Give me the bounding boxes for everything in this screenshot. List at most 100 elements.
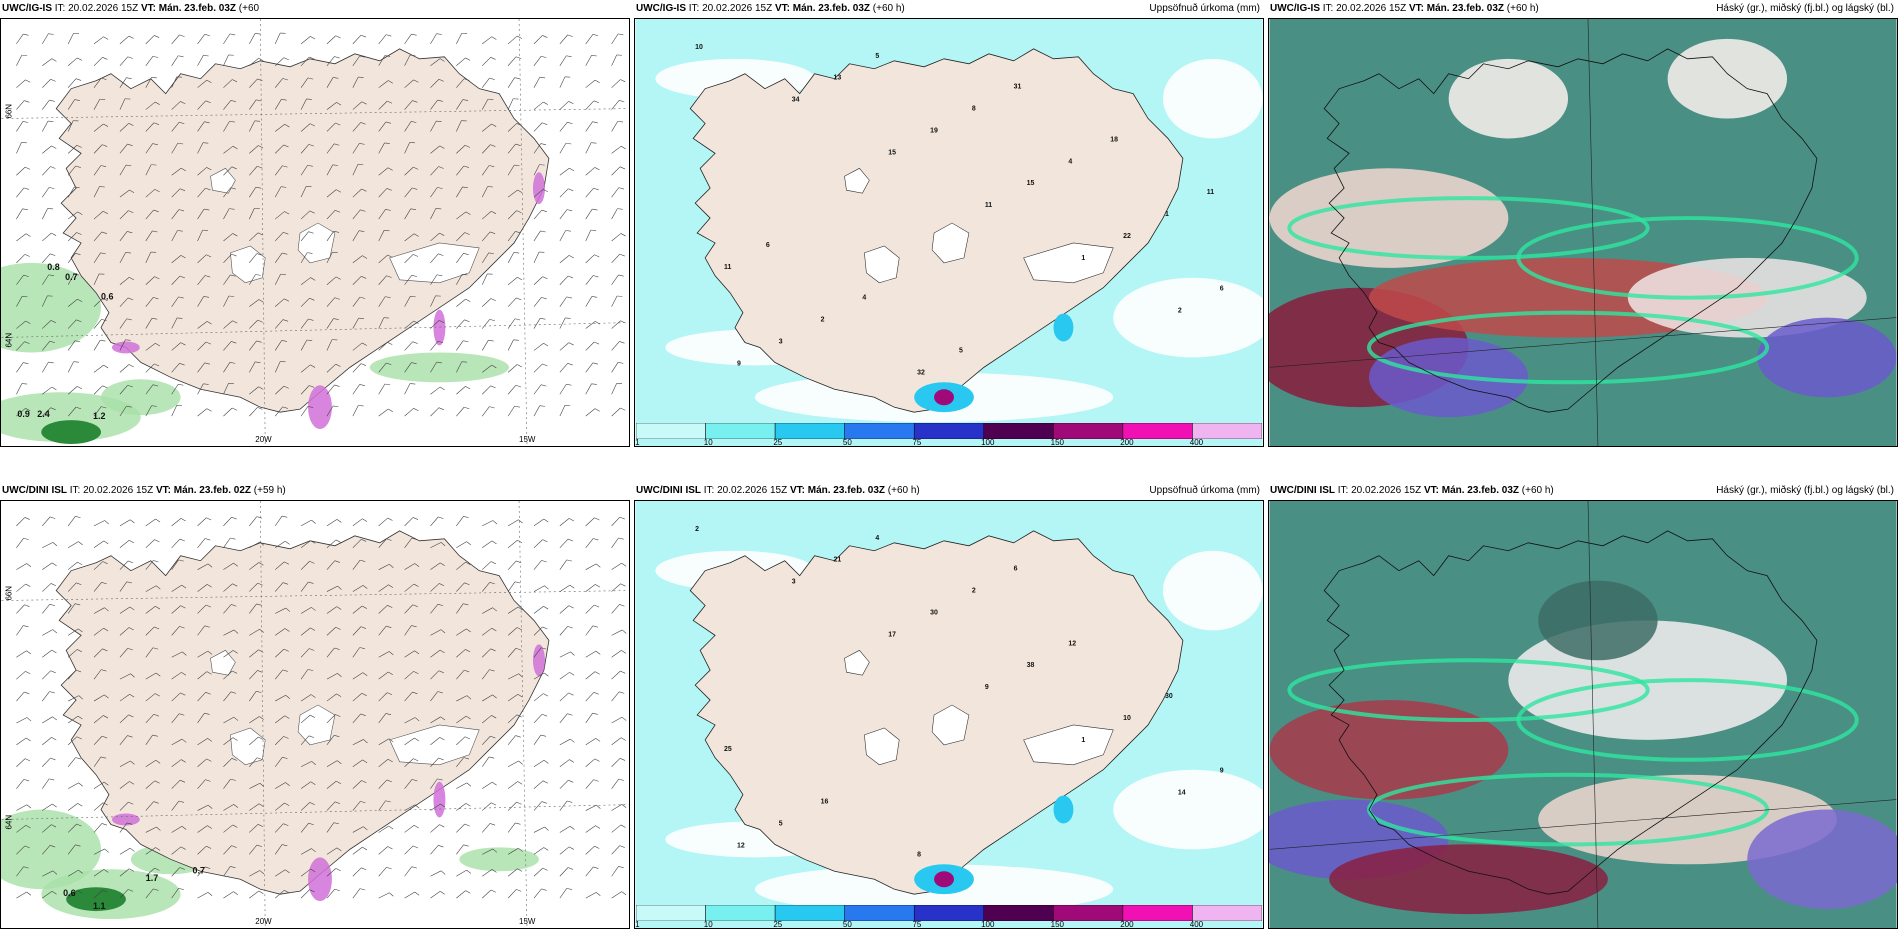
wind-barb (611, 824, 626, 833)
legend-swatch (1053, 904, 1124, 922)
wind-barb (430, 166, 444, 176)
wind-barb (197, 779, 211, 789)
wind-barb (93, 318, 107, 329)
wind-barb (67, 340, 81, 351)
wind-barb (533, 826, 549, 833)
wind-barb (274, 57, 289, 66)
wind-barb (171, 584, 187, 592)
wind-barb (68, 782, 83, 789)
wind-barb (223, 253, 237, 264)
wind-barb (404, 671, 419, 680)
wind-barb (507, 98, 519, 110)
wind-barb (481, 252, 495, 264)
wind-barb (533, 734, 547, 746)
wind-barb (223, 295, 235, 307)
wind-barb (533, 101, 549, 110)
legend-tick-label: 200 (1120, 920, 1134, 929)
wind-barb (274, 340, 288, 351)
map-svg (1269, 19, 1897, 446)
wind-barb (67, 211, 83, 220)
snow-area (532, 172, 545, 205)
map-area[interactable] (1268, 18, 1898, 447)
wind-barb (456, 186, 468, 198)
precip-value: 15 (1027, 180, 1035, 187)
wind-barb (171, 672, 187, 680)
wind-barb (119, 339, 131, 351)
wind-barb (249, 890, 264, 899)
vt-label: VT: (774, 3, 790, 14)
wind-barb (507, 318, 521, 329)
wind-barb (223, 778, 236, 789)
wind-barb (430, 145, 445, 154)
wind-barb (456, 319, 470, 329)
map-area[interactable]: 10 34 15 11 1 2 9 13 19 15 22 6 3 5 8 4 1 11 2 32 31 18 11 6 4 5 (634, 18, 1264, 447)
precip-value: 9 (737, 360, 741, 367)
wind-barb (171, 779, 186, 789)
wind-barb (481, 339, 494, 351)
wind-barb (223, 233, 238, 242)
wind-barb (481, 582, 495, 592)
wind-barb (119, 252, 132, 264)
wind-barb (171, 255, 186, 264)
latitude-label: 66N (4, 586, 13, 601)
wind-barb (456, 844, 469, 855)
no-precip-area (1113, 769, 1263, 850)
wind-barb (300, 560, 315, 570)
wind-barb (507, 627, 523, 636)
wind-barb (404, 537, 418, 548)
wind-barb (42, 778, 55, 789)
wind-barb (249, 736, 264, 746)
wind-barb (300, 607, 316, 614)
wind-barb (352, 164, 364, 176)
wind-barb (352, 647, 365, 658)
map-area[interactable]: 20W 15W 66N 64N 0.6 1.1 1.7 0.7 (0, 500, 630, 929)
wind-barb (456, 669, 470, 680)
wind-barb (197, 866, 211, 877)
wind-barb (482, 298, 496, 307)
wind-barb (16, 341, 30, 351)
wind-barb (585, 779, 599, 789)
wind-barb (300, 406, 314, 417)
wind-barb (481, 144, 496, 154)
wind-barb (533, 693, 549, 702)
wind-barb (456, 361, 468, 373)
wind-barb (352, 605, 367, 614)
model-label: UWC/DINI ISL (2, 485, 67, 496)
wind-barb (352, 800, 366, 811)
precip-value: 3 (779, 338, 783, 345)
wind-barb (430, 386, 445, 395)
wind-barb (223, 824, 238, 833)
wind-barb (300, 252, 313, 264)
wind-barb (456, 782, 472, 789)
wind-barb (456, 561, 471, 570)
no-precip-area (1162, 550, 1263, 631)
wind-barb (197, 650, 213, 658)
wind-barb (119, 735, 133, 746)
wind-barb (326, 143, 340, 154)
wind-barb (585, 892, 601, 899)
wind-barb (352, 296, 366, 307)
wind-barb (223, 866, 236, 877)
wind-barb (352, 55, 365, 66)
precip-patch (1, 809, 101, 890)
wind-barb (482, 36, 497, 45)
wind-barb (352, 780, 367, 789)
wind-barb (249, 253, 263, 264)
wind-barb (67, 516, 81, 527)
map-area[interactable]: 20W 15W 66N 64N 0.8 0.7 0.6 0.9 2.4 1.2 (0, 18, 630, 447)
valid-time: Mán. 23.feb. 03Z (1441, 485, 1519, 496)
wind-barb (611, 866, 624, 877)
precip-value: 4 (875, 535, 879, 542)
wind-barb (611, 145, 626, 154)
map-area[interactable]: 2 3 17 9 1 14 12 21 30 38 10 9 5 4 2 12 30 25 16 8 6 (634, 500, 1264, 929)
wind-barb (145, 847, 161, 855)
wind-barb (507, 847, 523, 855)
wind-barb (326, 276, 341, 285)
map-area[interactable] (1268, 500, 1898, 929)
wind-barb (326, 363, 341, 373)
wind-barb (249, 844, 263, 855)
wind-barb (275, 695, 290, 702)
wind-barb (482, 210, 497, 220)
wind-barb (378, 825, 394, 833)
wind-barb (119, 189, 135, 198)
